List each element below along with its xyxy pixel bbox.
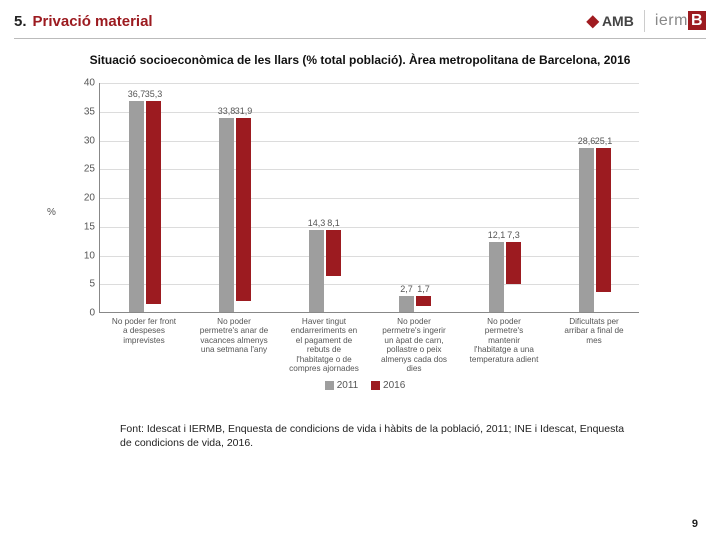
bar-value-label: 12,1 — [488, 230, 506, 240]
source-text: Font: Idescat i IERMB, Enquesta de condi… — [120, 423, 630, 450]
y-tick: 40 — [75, 78, 95, 89]
bar: 31,9 — [236, 118, 251, 301]
bar-group: 12,17,3 — [489, 242, 521, 312]
y-tick: 10 — [75, 250, 95, 261]
amb-logo: ◆ AMB — [587, 11, 634, 31]
y-tick: 15 — [75, 221, 95, 232]
header: 5. Privació material ◆ AMB iermB — [0, 0, 720, 36]
gridline — [100, 256, 639, 257]
y-tick: 30 — [75, 135, 95, 146]
y-tick: 5 — [75, 279, 95, 290]
bar: 14,3 — [309, 230, 324, 312]
bar: 12,1 — [489, 242, 504, 312]
bar: 33,8 — [219, 118, 234, 312]
x-tick-label: No poderpermetre'smantenirl'habitatge a … — [461, 317, 547, 364]
bar-group: 28,625,1 — [579, 148, 611, 312]
bar-value-label: 7,3 — [507, 230, 520, 240]
bar-group: 33,831,9 — [219, 118, 251, 312]
legend-swatch-2011 — [325, 381, 334, 390]
bar-value-label: 35,3 — [145, 89, 163, 99]
bar-value-label: 28,6 — [578, 136, 596, 146]
legend: 2011 2016 — [65, 380, 655, 391]
gridline — [100, 169, 639, 170]
gridline — [100, 198, 639, 199]
bar-group: 36,735,3 — [129, 101, 161, 312]
bar-value-label: 33,8 — [218, 106, 236, 116]
bar: 7,3 — [506, 242, 521, 284]
y-tick: 25 — [75, 164, 95, 175]
bar: 35,3 — [146, 101, 161, 304]
section-title: Privació material — [33, 13, 153, 30]
bar-group: 14,38,1 — [309, 230, 341, 312]
x-tick-label: No poderpermetre's anar devacances almen… — [191, 317, 277, 355]
legend-label-2011: 2011 — [337, 380, 359, 391]
bar: 8,1 — [326, 230, 341, 277]
gridline — [100, 83, 639, 84]
section-number: 5. — [14, 13, 27, 30]
logo-divider — [644, 10, 645, 32]
page-number: 9 — [692, 518, 698, 530]
bar: 36,7 — [129, 101, 144, 312]
x-tick-label: No poderpermetre's ingerirun àpat de car… — [371, 317, 457, 374]
logos: ◆ AMB iermB — [587, 10, 706, 32]
iermb-logo-suffix: B — [688, 11, 706, 30]
bar: 2,7 — [399, 296, 414, 312]
chevron-icon: ◆ — [587, 11, 599, 31]
bar-value-label: 36,7 — [128, 89, 146, 99]
bar: 28,6 — [579, 148, 594, 312]
chart: % 36,735,333,831,914,38,12,71,712,17,328… — [65, 77, 655, 387]
bar-value-label: 25,1 — [595, 136, 613, 146]
section-title-block: 5. Privació material — [14, 13, 153, 30]
x-tick-label: No poder fer fronta despesesimprevistes — [101, 317, 187, 345]
gridline — [100, 284, 639, 285]
bar: 1,7 — [416, 296, 431, 306]
x-axis-labels: No poder fer fronta despesesimprevistesN… — [99, 317, 639, 379]
y-tick: 20 — [75, 193, 95, 204]
legend-swatch-2016 — [371, 381, 380, 390]
bar-group: 2,71,7 — [399, 296, 431, 312]
legend-label-2016: 2016 — [383, 380, 405, 391]
bar-value-label: 2,7 — [400, 284, 413, 294]
gridline — [100, 112, 639, 113]
iermb-logo: iermB — [655, 12, 706, 30]
bar-value-label: 1,7 — [417, 284, 430, 294]
amb-logo-text: AMB — [602, 13, 634, 29]
y-tick: 35 — [75, 106, 95, 117]
bar-value-label: 14,3 — [308, 218, 326, 228]
chart-title: Situació socioeconòmica de les llars (% … — [40, 53, 680, 67]
y-axis-label: % — [47, 207, 56, 218]
x-tick-label: Haver tingutendarreriments enel pagament… — [281, 317, 367, 374]
bar: 25,1 — [596, 148, 611, 292]
gridline — [100, 227, 639, 228]
x-tick-label: Dificultats perarribar a final demes — [551, 317, 637, 345]
iermb-logo-prefix: ierm — [655, 12, 688, 29]
header-rule — [14, 38, 706, 39]
y-tick: 0 — [75, 308, 95, 319]
gridline — [100, 141, 639, 142]
bar-value-label: 8,1 — [327, 218, 340, 228]
plot-area: 36,735,333,831,914,38,12,71,712,17,328,6… — [99, 83, 639, 313]
bar-value-label: 31,9 — [235, 106, 253, 116]
